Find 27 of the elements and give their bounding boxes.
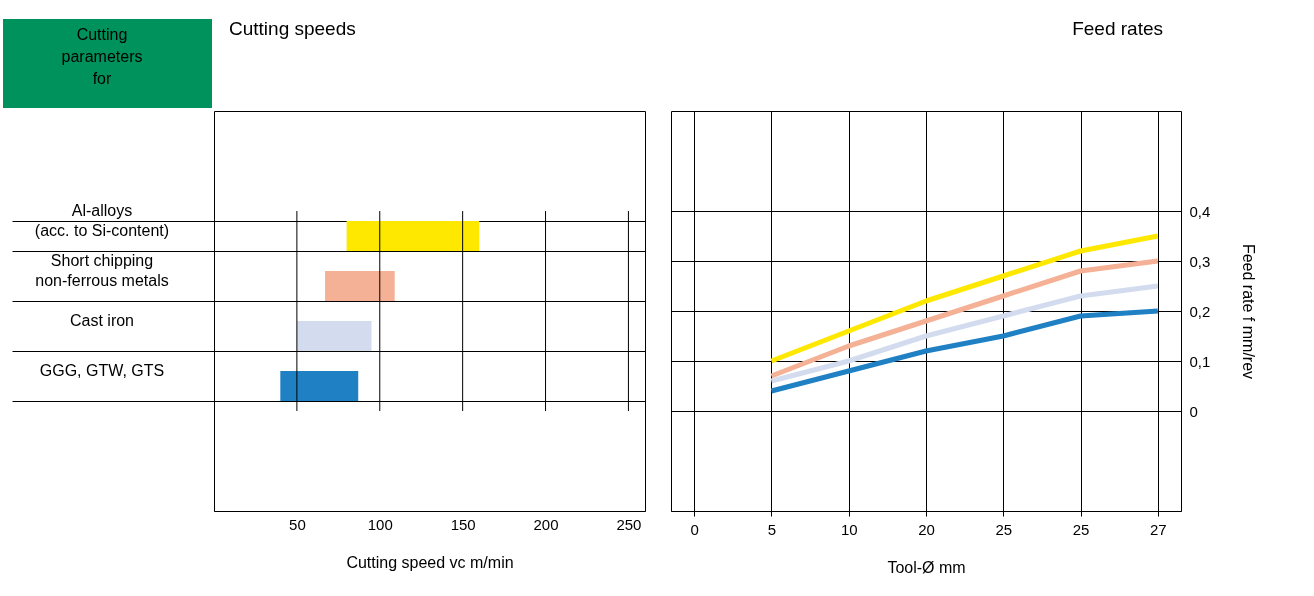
x-tick-label: 20 [918, 520, 935, 538]
chart-title: Feed rates [1072, 18, 1163, 39]
x-tick-label: 5 [767, 520, 777, 538]
y-axis-title: Cutting parameters for [61, 26, 143, 87]
x-tick-label: 27 [1149, 520, 1167, 538]
x-tick-label: 25 [995, 520, 1013, 538]
y-tick-label: 0 [1189, 402, 1198, 420]
y-tick-label: Cast iron [69, 312, 135, 329]
y-tick-label: 0,2 [1189, 302, 1211, 320]
x-tick-label: 0 [690, 520, 699, 538]
y-tick-label: 0,1 [1189, 352, 1211, 370]
y-tick-label: 0,3 [1189, 252, 1211, 270]
y-tick-label: 0,4 [1189, 202, 1211, 220]
x-tick-label: 200 [533, 515, 559, 533]
chart-title: Cutting speeds [229, 18, 356, 39]
x-tick-label: 250 [616, 515, 642, 533]
y-axis-title: Feed rate f mm/rev [1240, 243, 1258, 380]
y-tick-label: GGG, GTW, GTS [39, 362, 165, 379]
x-tick-label: 50 [289, 515, 306, 533]
x-axis-title: Cutting speed vc m/min [346, 553, 514, 571]
x-tick-label: 25 [1072, 520, 1090, 538]
x-tick-label: 100 [367, 515, 393, 533]
y-tick-label: Short chipping non-ferrous metals [35, 252, 169, 289]
x-axis-title: Tool-Ø mm [887, 558, 966, 576]
x-tick-label: 150 [450, 515, 476, 533]
y-tick-label: Al-alloys (acc. to Si-content) [34, 202, 170, 239]
x-tick-label: 10 [840, 520, 858, 538]
